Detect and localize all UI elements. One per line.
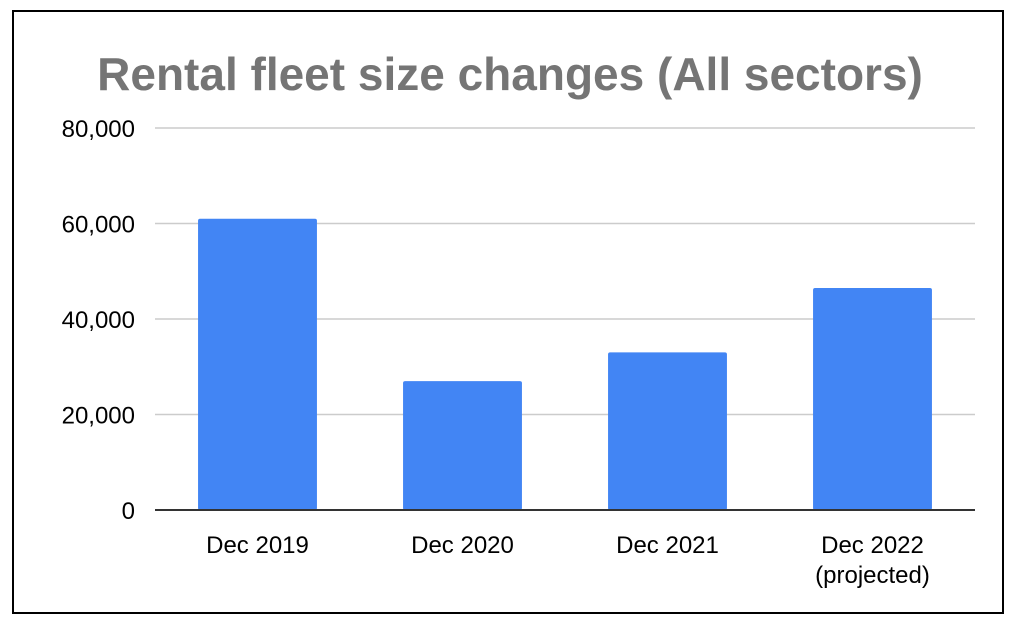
chart-title: Rental fleet size changes (All sectors) <box>97 48 923 100</box>
x-tick-label: Dec 2022 <box>821 532 924 559</box>
bars <box>198 218 932 510</box>
bar <box>608 352 727 510</box>
x-axis-tick-labels: Dec 2019 Dec 2020 Dec 2021 Dec 2022 (project… <box>206 532 930 589</box>
bar <box>403 381 522 510</box>
y-tick-label: 40,000 <box>62 307 135 334</box>
bar <box>198 218 317 510</box>
x-tick-label: Dec 2021 <box>616 532 719 559</box>
x-tick-label: (projected) <box>815 562 930 589</box>
y-tick-label: 80,000 <box>62 116 135 143</box>
x-tick-label: Dec 2020 <box>411 532 514 559</box>
y-tick-label: 60,000 <box>62 212 135 239</box>
x-tick-label: Dec 2019 <box>206 532 309 559</box>
bar <box>813 287 932 510</box>
y-axis-tick-labels: 0 20,000 40,000 60,000 80,000 <box>62 116 135 525</box>
y-tick-label: 0 <box>122 498 135 525</box>
y-tick-label: 20,000 <box>62 403 135 430</box>
